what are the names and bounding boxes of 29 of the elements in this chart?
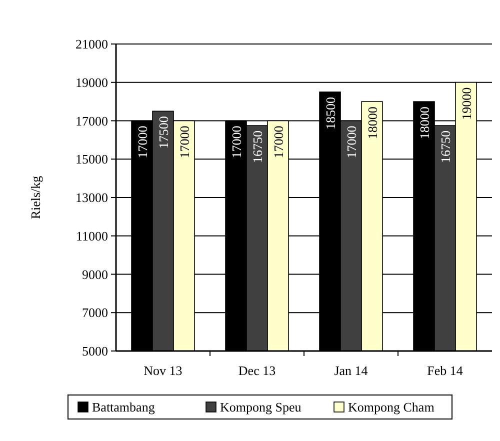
- data-label: 18000: [364, 106, 380, 140]
- data-label: 17000: [135, 126, 150, 158]
- y-tick-label: 9000: [82, 266, 108, 282]
- x-tick-label: Nov 13: [144, 363, 182, 378]
- x-tick-label: Feb 14: [427, 363, 464, 378]
- data-label: 19000: [458, 87, 474, 120]
- data-label: 17000: [176, 126, 192, 158]
- y-tick-label: 11000: [76, 228, 108, 244]
- legend-label: Kompong Speu: [220, 400, 302, 415]
- data-label: 16750: [438, 130, 453, 164]
- data-label: 17000: [344, 126, 359, 158]
- y-tick-label: 13000: [76, 190, 108, 206]
- y-tick-label: 17000: [76, 113, 108, 128]
- y-axis-title: Riels/kg: [28, 175, 43, 220]
- data-label: 17000: [229, 126, 244, 158]
- data-label: 18000: [417, 106, 432, 140]
- y-tick-label: 21000: [76, 36, 108, 52]
- x-tick-label: Jan 14: [334, 363, 368, 378]
- legend-label: Kompong Cham: [348, 400, 434, 415]
- y-tick-label: 15000: [76, 152, 108, 167]
- data-label: 17000: [270, 126, 286, 158]
- data-label: 17500: [156, 116, 171, 149]
- legend-label: Battambang: [92, 400, 156, 415]
- y-tick-label: 19000: [76, 74, 108, 90]
- y-tick-label: 5000: [82, 344, 108, 359]
- y-tick-label: 7000: [82, 305, 108, 320]
- x-tick-label: Dec 13: [238, 363, 276, 378]
- data-label: 16750: [250, 130, 265, 164]
- data-label: 18500: [323, 96, 338, 130]
